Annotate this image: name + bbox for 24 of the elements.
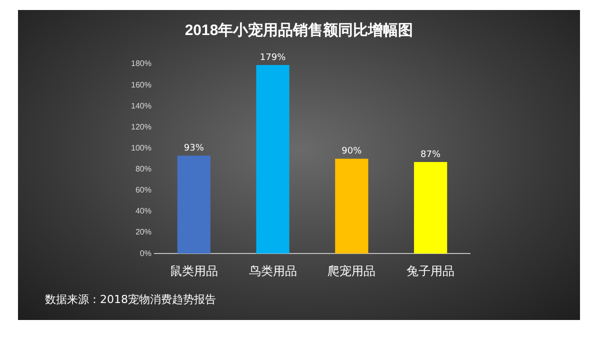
x-tick-label: 鼠类用品 [170,264,218,278]
data-label: 179% [260,52,286,63]
bar [256,65,290,254]
y-tick-label: 140% [130,101,152,110]
y-tick-label: 0% [140,248,152,258]
bar [414,162,448,254]
source-note: 数据来源：2018宠物消费趋势报告 [45,292,216,307]
y-tick-label: 120% [130,122,152,132]
y-tick-label: 80% [135,164,152,174]
data-label: 93% [184,143,204,154]
chart-title: 2018年小宠用品销售额同比增幅图 [184,21,414,40]
y-tick-label: 40% [135,206,152,216]
x-tick-label: 鸟类用品 [248,264,297,278]
x-tick-label: 兔子用品 [406,264,455,278]
bar [177,156,210,254]
y-tick-label: 60% [135,186,152,195]
y-tick-label: 100% [130,143,152,152]
data-label: 90% [342,146,362,157]
data-label: 87% [420,150,441,160]
bar [335,158,368,254]
y-tick-label: 20% [135,228,152,237]
x-tick-label: 爬宠用品 [328,264,376,278]
y-tick-label: 160% [130,80,152,90]
y-tick-label: 180% [130,59,152,68]
